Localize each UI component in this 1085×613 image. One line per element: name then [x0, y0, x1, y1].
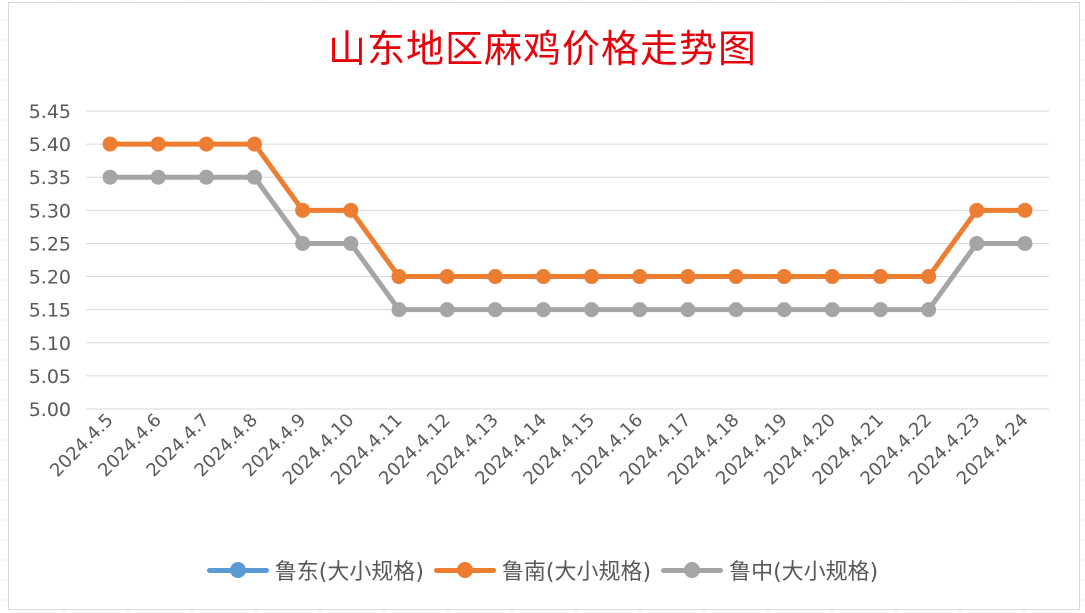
data-point: [150, 169, 166, 185]
data-point: [535, 269, 551, 285]
chart-title: 山东地区麻鸡价格走势图: [327, 27, 757, 71]
data-point: [921, 269, 937, 285]
data-point: [776, 302, 792, 318]
data-point: [969, 202, 985, 218]
y-tick-label: 5.00: [29, 399, 71, 421]
data-point: [1017, 235, 1033, 251]
data-point: [632, 269, 648, 285]
data-point: [680, 269, 696, 285]
legend-swatch: [433, 560, 496, 580]
data-point: [487, 269, 503, 285]
data-point: [343, 202, 359, 218]
data-point: [295, 202, 311, 218]
data-point: [872, 302, 888, 318]
data-point: [728, 302, 744, 318]
legend-label: 鲁中(大小规格): [729, 560, 879, 585]
data-point: [343, 235, 359, 251]
data-point: [487, 302, 503, 318]
data-point: [921, 302, 937, 318]
data-point: [680, 302, 696, 318]
data-point: [439, 269, 455, 285]
data-point: [824, 302, 840, 318]
data-point: [391, 269, 407, 285]
data-point: [439, 302, 455, 318]
data-point: [247, 136, 263, 152]
data-point: [969, 235, 985, 251]
y-tick-label: 5.05: [29, 366, 71, 388]
data-point: [728, 269, 744, 285]
y-tick-label: 5.45: [29, 101, 71, 123]
data-point: [584, 269, 600, 285]
y-tick-label: 5.35: [29, 167, 71, 189]
data-point: [391, 302, 407, 318]
legend-item: 鲁东(大小规格): [206, 554, 424, 586]
data-point: [102, 169, 118, 185]
legend-label: 鲁东(大小规格): [274, 560, 424, 585]
y-tick-label: 5.40: [29, 134, 71, 156]
data-point: [776, 269, 792, 285]
data-point: [295, 235, 311, 251]
series-line-2: [107, 174, 1028, 313]
data-point: [824, 269, 840, 285]
legend-swatch: [661, 560, 724, 580]
y-tick-label: 5.10: [29, 333, 71, 355]
data-point: [1017, 202, 1033, 218]
data-point: [247, 169, 263, 185]
legend-item: 鲁南(大小规格): [433, 554, 652, 586]
series-line-1: [107, 141, 1028, 280]
y-tick-label: 5.30: [29, 200, 71, 222]
legend-label: 鲁南(大小规格): [501, 560, 652, 585]
chart-legend: 鲁东(大小规格) 鲁南(大小规格) 鲁中(大小规格): [0, 552, 1085, 588]
legend-item: 鲁中(大小规格): [661, 554, 878, 586]
data-point: [632, 302, 648, 318]
data-point: [150, 136, 166, 152]
data-point: [872, 269, 888, 285]
y-tick-label: 5.25: [29, 233, 71, 255]
data-point: [584, 302, 600, 318]
data-point: [198, 136, 214, 152]
data-point: [102, 136, 118, 152]
data-point: [535, 302, 551, 318]
legend-swatch: [206, 560, 269, 580]
data-point: [198, 169, 214, 185]
y-tick-label: 5.20: [29, 267, 71, 289]
y-tick-label: 5.15: [29, 300, 71, 322]
